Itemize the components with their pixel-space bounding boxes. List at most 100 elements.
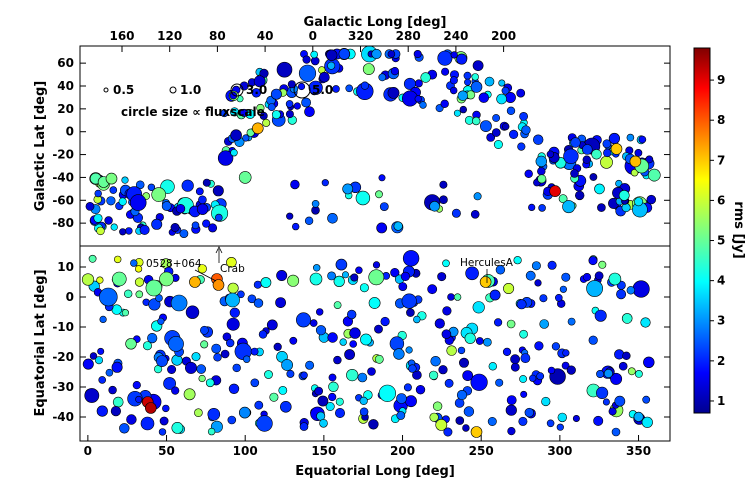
bottom-point-74 <box>380 316 390 327</box>
top-point-267 <box>581 144 593 155</box>
bottom-point-281 <box>442 259 450 268</box>
bottom-point-181 <box>349 340 358 348</box>
bottom-point-136 <box>547 260 557 270</box>
bottom-point-341 <box>159 416 169 426</box>
top-point-76 <box>375 190 383 199</box>
top-point-141 <box>414 79 423 88</box>
bottom-point-333 <box>135 265 143 273</box>
bottom-xtick-label-6: 300 <box>547 444 572 458</box>
top-point-327 <box>267 103 276 111</box>
top-point-197 <box>594 183 605 195</box>
bottom-point-392 <box>470 426 483 438</box>
bottom-point-134 <box>254 400 264 410</box>
bottom-point-34 <box>279 400 292 413</box>
top-xtick-label-5: 320 <box>348 29 373 43</box>
bottom-point-208 <box>641 416 653 428</box>
bottom-point-114 <box>621 313 633 324</box>
colorbar-tick-label-4: 5 <box>717 234 725 248</box>
bottom-point-145 <box>333 301 342 309</box>
top-point-351 <box>608 132 621 145</box>
bottom-point-377 <box>547 366 556 375</box>
top-point-79 <box>202 219 211 228</box>
bottom-point-147 <box>335 397 344 406</box>
bottom-point-380 <box>99 287 118 307</box>
bottom-point-253 <box>96 405 108 417</box>
legend-size-1.0: 1.0 <box>180 83 201 97</box>
bottom-point-2 <box>368 419 379 430</box>
top-point-252 <box>630 169 639 177</box>
bottom-point-379 <box>309 319 318 327</box>
top-point-337 <box>118 197 127 206</box>
bottom-point-166 <box>633 411 644 422</box>
legend-size-0.5: 0.5 <box>113 83 134 97</box>
bottom-point-81 <box>346 369 359 382</box>
bottom-point-187 <box>415 385 426 395</box>
top-point-37 <box>470 210 480 219</box>
top-point-285 <box>311 200 320 208</box>
top-point-272 <box>535 155 547 168</box>
top-point-249 <box>537 167 546 176</box>
bottom-point-108 <box>427 284 438 295</box>
top-point-161 <box>646 194 656 205</box>
top-point-345 <box>151 218 163 230</box>
top-point-175 <box>597 203 606 212</box>
bottom-point-193 <box>229 307 240 318</box>
size-legend: 0.5 1.0 3.0 5.0 circle size ∝ fluxscale <box>103 81 333 119</box>
bottom-point-247 <box>89 352 98 360</box>
bottom-point-267 <box>520 353 531 363</box>
top-point-55 <box>441 67 450 76</box>
bottom-point-316 <box>400 271 411 282</box>
bottom-point-197 <box>534 279 542 287</box>
bottom-xtick-label-1: 50 <box>158 444 175 458</box>
bottom-point-348 <box>393 348 405 360</box>
top-point-158 <box>645 155 654 164</box>
bottom-point-40 <box>502 347 512 357</box>
bottom-point-237 <box>593 415 604 426</box>
bottom-point-180 <box>389 336 405 351</box>
bottom-point-179 <box>339 338 347 346</box>
bottom-point-228 <box>458 357 469 368</box>
top-point-342 <box>327 61 336 70</box>
top-point-243 <box>508 129 519 139</box>
top-point-169 <box>558 194 568 204</box>
bottom-point-212 <box>402 250 420 267</box>
bottom-ytick-label-5: -40 <box>52 410 74 424</box>
bottom-point-169 <box>130 259 138 267</box>
top-point-154 <box>362 63 375 75</box>
top-point-115 <box>471 73 479 81</box>
legend-circle-5.0 <box>293 81 311 99</box>
top-point-179 <box>563 148 579 165</box>
legend-size-5.0: 5.0 <box>312 83 333 97</box>
bottom-point-173 <box>269 392 279 402</box>
top-point-44 <box>121 176 129 184</box>
top-point-61 <box>104 216 113 225</box>
bottom-point-112 <box>295 312 311 328</box>
top-xtick-label-4: 0 <box>309 29 317 43</box>
bottom-point-127 <box>598 260 607 269</box>
top-point-325 <box>589 173 598 181</box>
bottom-point-137 <box>430 356 441 367</box>
colorbar-gradient <box>693 47 711 414</box>
bottom-point-131 <box>349 327 361 339</box>
bottom-point-209 <box>488 362 497 371</box>
top-point-11 <box>212 185 224 197</box>
bottom-point-177 <box>341 271 349 279</box>
top-point-89 <box>506 106 516 116</box>
bottom-point-192 <box>253 280 262 289</box>
bottom-point-367 <box>372 261 381 269</box>
bottom-point-215 <box>457 346 466 355</box>
bottom-point-153 <box>226 256 237 268</box>
top-point-206 <box>110 223 118 231</box>
bottom-point-356 <box>278 385 288 395</box>
bottom-point-383 <box>159 271 174 287</box>
top-point-244 <box>85 201 95 211</box>
top-ytick-label-1: 40 <box>57 79 74 93</box>
colorbar-tick-label-2: 7 <box>717 153 725 167</box>
top-xtick-label-8: 200 <box>491 29 516 43</box>
bottom-point-242 <box>171 421 184 434</box>
top-ytick-label-7: -80 <box>52 216 74 230</box>
bottom-point-210 <box>260 277 272 288</box>
bottom-point-89 <box>505 404 517 416</box>
bottom-point-323 <box>135 290 144 299</box>
bottom-point-146 <box>350 273 359 282</box>
